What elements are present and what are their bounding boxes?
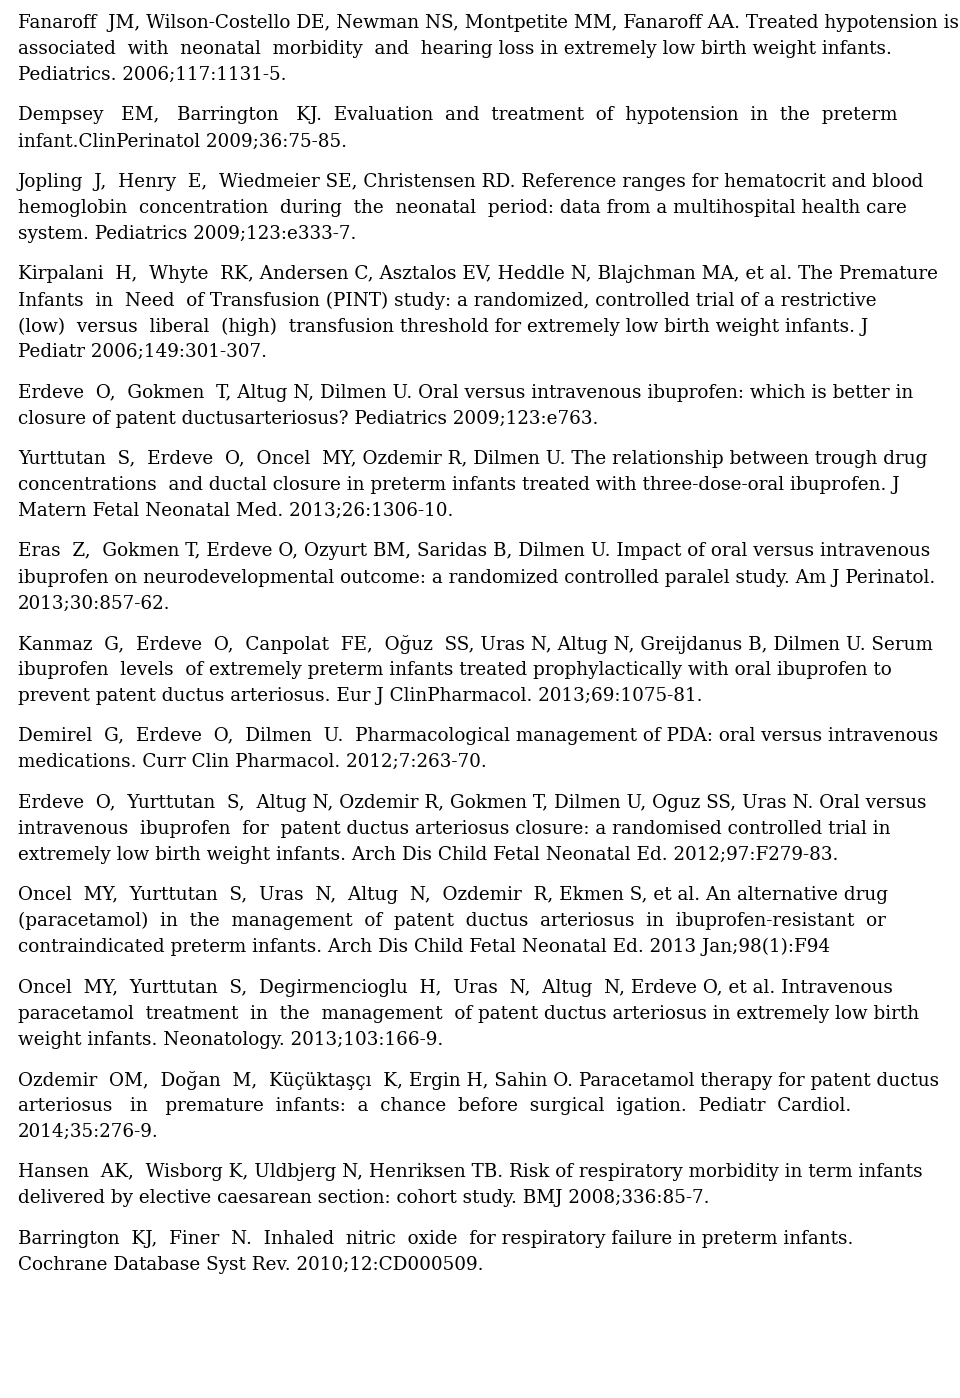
Text: closure of patent ductusarteriosus? Pediatrics 2009;123:e763.: closure of patent ductusarteriosus? Pedi…	[18, 410, 598, 428]
Text: Demirel  G,  Erdeve  O,  Dilmen  U.  Pharmacological management of PDA: oral ver: Demirel G, Erdeve O, Dilmen U. Pharmacol…	[18, 727, 938, 745]
Text: weight infants. Neonatology. 2013;103:166-9.: weight infants. Neonatology. 2013;103:16…	[18, 1030, 444, 1048]
Text: Barrington  KJ,  Finer  N.  Inhaled  nitric  oxide  for respiratory failure in p: Barrington KJ, Finer N. Inhaled nitric o…	[18, 1230, 853, 1248]
Text: Matern Fetal Neonatal Med. 2013;26:1306-10.: Matern Fetal Neonatal Med. 2013;26:1306-…	[18, 502, 453, 520]
Text: Pediatr 2006;149:301-307.: Pediatr 2006;149:301-307.	[18, 344, 267, 361]
Text: medications. Curr Clin Pharmacol. 2012;7:263-70.: medications. Curr Clin Pharmacol. 2012;7…	[18, 754, 487, 772]
Text: Infants  in  Need  of Transfusion (PINT) study: a randomized, controlled trial o: Infants in Need of Transfusion (PINT) st…	[18, 291, 876, 309]
Text: (low)  versus  liberal  (high)  transfusion threshold for extremely low birth we: (low) versus liberal (high) transfusion …	[18, 317, 868, 336]
Text: Eras  Z,  Gokmen T, Erdeve O, Ozyurt BM, Saridas B, Dilmen U. Impact of oral ver: Eras Z, Gokmen T, Erdeve O, Ozyurt BM, S…	[18, 542, 930, 561]
Text: extremely low birth weight infants. Arch Dis Child Fetal Neonatal Ed. 2012;97:F2: extremely low birth weight infants. Arch…	[18, 846, 838, 864]
Text: 2014;35:276-9.: 2014;35:276-9.	[18, 1123, 158, 1141]
Text: Kanmaz  G,  Erdeve  O,  Canpolat  FE,  Oğuz  SS, Uras N, Altug N, Greijdanus B, : Kanmaz G, Erdeve O, Canpolat FE, Oğuz SS…	[18, 635, 933, 654]
Text: Dempsey   EM,   Barrington   KJ.  Evaluation  and  treatment  of  hypotension  i: Dempsey EM, Barrington KJ. Evaluation an…	[18, 106, 898, 124]
Text: paracetamol  treatment  in  the  management  of patent ductus arteriosus in extr: paracetamol treatment in the management …	[18, 1005, 919, 1022]
Text: Pediatrics. 2006;117:1131-5.: Pediatrics. 2006;117:1131-5.	[18, 66, 286, 84]
Text: infant.ClinPerinatol 2009;36:75-85.: infant.ClinPerinatol 2009;36:75-85.	[18, 133, 347, 151]
Text: Erdeve  O,  Gokmen  T, Altug N, Dilmen U. Oral versus intravenous ibuprofen: whi: Erdeve O, Gokmen T, Altug N, Dilmen U. O…	[18, 383, 913, 401]
Text: delivered by elective caesarean section: cohort study. BMJ 2008;336:85-7.: delivered by elective caesarean section:…	[18, 1190, 709, 1208]
Text: Oncel  MY,  Yurttutan  S,  Uras  N,  Altug  N,  Ozdemir  R, Ekmen S, et al. An a: Oncel MY, Yurttutan S, Uras N, Altug N, …	[18, 886, 888, 905]
Text: system. Pediatrics 2009;123:e333-7.: system. Pediatrics 2009;123:e333-7.	[18, 225, 356, 243]
Text: arteriosus   in   premature  infants:  a  chance  before  surgical  igation.  Pe: arteriosus in premature infants: a chanc…	[18, 1097, 852, 1116]
Text: Hansen  AK,  Wisborg K, Uldbjerg N, Henriksen TB. Risk of respiratory morbidity : Hansen AK, Wisborg K, Uldbjerg N, Henrik…	[18, 1163, 923, 1181]
Text: contraindicated preterm infants. Arch Dis Child Fetal Neonatal Ed. 2013 Jan;98(1: contraindicated preterm infants. Arch Di…	[18, 938, 830, 956]
Text: Yurttutan  S,  Erdeve  O,  Oncel  MY, Ozdemir R, Dilmen U. The relationship betw: Yurttutan S, Erdeve O, Oncel MY, Ozdemir…	[18, 450, 927, 468]
Text: Ozdemir  OM,  Doğan  M,  Küçüktaşçı  K, Ergin H, Sahin O. Paracetamol therapy fo: Ozdemir OM, Doğan M, Küçüktaşçı K, Ergin…	[18, 1071, 939, 1090]
Text: intravenous  ibuprofen  for  patent ductus arteriosus closure: a randomised cont: intravenous ibuprofen for patent ductus …	[18, 819, 891, 837]
Text: Jopling  J,  Henry  E,  Wiedmeier SE, Christensen RD. Reference ranges for hemat: Jopling J, Henry E, Wiedmeier SE, Christ…	[18, 173, 924, 190]
Text: Cochrane Database Syst Rev. 2010;12:CD000509.: Cochrane Database Syst Rev. 2010;12:CD00…	[18, 1255, 484, 1274]
Text: Kirpalani  H,  Whyte  RK, Andersen C, Asztalos EV, Heddle N, Blajchman MA, et al: Kirpalani H, Whyte RK, Andersen C, Aszta…	[18, 266, 938, 284]
Text: hemoglobin  concentration  during  the  neonatal  period: data from a multihospi: hemoglobin concentration during the neon…	[18, 199, 907, 217]
Text: associated  with  neonatal  morbidity  and  hearing loss in extremely low birth : associated with neonatal morbidity and h…	[18, 41, 892, 59]
Text: Oncel  MY,  Yurttutan  S,  Degirmencioglu  H,  Uras  N,  Altug  N, Erdeve O, et : Oncel MY, Yurttutan S, Degirmencioglu H,…	[18, 979, 893, 997]
Text: (paracetamol)  in  the  management  of  patent  ductus  arteriosus  in  ibuprofe: (paracetamol) in the management of paten…	[18, 911, 886, 931]
Text: concentrations  and ductal closure in preterm infants treated with three-dose-or: concentrations and ductal closure in pre…	[18, 477, 900, 493]
Text: 2013;30:857-62.: 2013;30:857-62.	[18, 594, 171, 612]
Text: prevent patent ductus arteriosus. Eur J ClinPharmacol. 2013;69:1075-81.: prevent patent ductus arteriosus. Eur J …	[18, 686, 703, 705]
Text: ibuprofen  levels  of extremely preterm infants treated prophylactically with or: ibuprofen levels of extremely preterm in…	[18, 661, 892, 679]
Text: Erdeve  O,  Yurttutan  S,  Altug N, Ozdemir R, Gokmen T, Dilmen U, Oguz SS, Uras: Erdeve O, Yurttutan S, Altug N, Ozdemir …	[18, 794, 926, 812]
Text: ibuprofen on neurodevelopmental outcome: a randomized controlled paralel study. : ibuprofen on neurodevelopmental outcome:…	[18, 569, 935, 587]
Text: Fanaroff  JM, Wilson-Costello DE, Newman NS, Montpetite MM, Fanaroff AA. Treated: Fanaroff JM, Wilson-Costello DE, Newman …	[18, 14, 959, 32]
